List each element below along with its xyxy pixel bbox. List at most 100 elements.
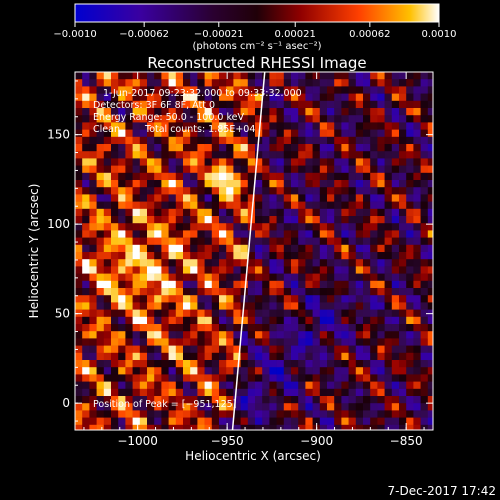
heatmap-cell bbox=[291, 309, 299, 318]
heatmap-cell bbox=[406, 208, 414, 217]
heatmap-cell bbox=[175, 345, 184, 354]
heatmap-cell bbox=[190, 144, 198, 152]
heatmap-cell bbox=[348, 338, 357, 346]
heatmap-cell bbox=[190, 259, 198, 267]
heatmap-cell bbox=[305, 194, 313, 202]
heatmap-cell bbox=[291, 216, 299, 224]
heatmap-cell bbox=[103, 194, 112, 202]
heatmap-cell bbox=[111, 165, 119, 174]
heatmap-cell bbox=[413, 86, 421, 94]
heatmap-cell bbox=[312, 252, 321, 260]
heatmap-cell bbox=[240, 388, 249, 397]
heatmap-cell bbox=[82, 259, 90, 267]
heatmap-cell bbox=[154, 223, 162, 231]
heatmap-cell bbox=[204, 309, 213, 318]
heatmap-cell bbox=[111, 122, 119, 130]
heatmap-cell bbox=[341, 396, 349, 404]
heatmap-cell bbox=[175, 216, 184, 224]
heatmap-cell bbox=[348, 374, 357, 382]
heatmap-cell bbox=[341, 302, 349, 310]
heatmap-cell bbox=[327, 144, 335, 152]
heatmap-cell bbox=[298, 151, 306, 159]
heatmap-cell bbox=[427, 295, 433, 303]
heatmap-cell bbox=[96, 187, 105, 195]
heatmap-cell bbox=[312, 396, 321, 404]
heatmap-cell bbox=[255, 72, 263, 80]
heatmap-cell bbox=[89, 93, 97, 102]
heatmap-cell bbox=[348, 403, 357, 411]
heatmap-cell bbox=[283, 244, 292, 253]
heatmap-cell bbox=[132, 252, 141, 260]
heatmap-cell bbox=[125, 108, 133, 116]
heatmap-cell bbox=[269, 115, 277, 123]
heatmap-cell bbox=[219, 331, 227, 339]
heatmap-cell bbox=[175, 331, 184, 339]
heatmap-cell bbox=[413, 151, 421, 159]
heatmap-cell bbox=[406, 396, 414, 404]
heatmap-cell bbox=[427, 180, 433, 188]
heatmap-cell bbox=[240, 172, 249, 181]
heatmap-cell bbox=[327, 151, 335, 159]
heatmap-cell bbox=[413, 388, 421, 397]
heatmap-cell bbox=[384, 180, 393, 188]
heatmap-cell bbox=[139, 288, 148, 296]
heatmap-cell bbox=[147, 86, 155, 94]
heatmap-cell bbox=[183, 172, 191, 181]
heatmap-cell bbox=[89, 158, 97, 166]
colorbar-tick-label: −0.0010 bbox=[53, 29, 96, 40]
heatmap-cell bbox=[348, 158, 357, 166]
heatmap-cell bbox=[139, 367, 148, 375]
heatmap-cell bbox=[190, 396, 198, 404]
heatmap-cell bbox=[384, 331, 393, 339]
heatmap-cell bbox=[420, 381, 429, 390]
heatmap-cell bbox=[219, 129, 227, 138]
heatmap-cell bbox=[118, 331, 126, 339]
heatmap-cell bbox=[204, 417, 213, 426]
heatmap-cell bbox=[139, 388, 148, 397]
heatmap-cell bbox=[161, 158, 169, 166]
heatmap-cell bbox=[147, 158, 155, 166]
heatmap-cell bbox=[154, 352, 162, 361]
heatmap-cell bbox=[341, 360, 349, 368]
heatmap-cell bbox=[204, 180, 213, 188]
heatmap-cell bbox=[305, 93, 313, 102]
heatmap-cell bbox=[255, 79, 263, 87]
heatmap-cell bbox=[161, 388, 169, 397]
heatmap-cell bbox=[75, 115, 83, 123]
heatmap-cell bbox=[197, 324, 205, 332]
heatmap-cell bbox=[348, 345, 357, 354]
heatmap-cell bbox=[211, 295, 220, 303]
heatmap-cell bbox=[204, 273, 213, 282]
heatmap-cell bbox=[175, 302, 184, 310]
heatmap-cell bbox=[175, 165, 184, 174]
heatmap-cell bbox=[262, 216, 270, 224]
heatmap-cell bbox=[96, 100, 105, 109]
heatmap-cell bbox=[103, 208, 112, 217]
heatmap-cell bbox=[168, 381, 177, 390]
heatmap-cell bbox=[262, 237, 270, 246]
heatmap-cell bbox=[269, 151, 277, 159]
heatmap-cell bbox=[341, 352, 349, 361]
heatmap-cell bbox=[355, 165, 364, 174]
heatmap-cell bbox=[420, 79, 429, 87]
heatmap-cell bbox=[341, 208, 349, 217]
heatmap-cell bbox=[399, 280, 407, 289]
heatmap-cell bbox=[305, 352, 313, 361]
heatmap-cell bbox=[377, 338, 385, 346]
heatmap-cell bbox=[355, 100, 364, 109]
heatmap-cell bbox=[132, 417, 141, 426]
heatmap-cell bbox=[240, 72, 249, 80]
heatmap-cell bbox=[370, 129, 378, 138]
heatmap-cell bbox=[363, 381, 371, 390]
heatmap-cell bbox=[132, 352, 141, 361]
heatmap-cell bbox=[89, 136, 97, 145]
heatmap-cell bbox=[391, 367, 400, 375]
heatmap-cell bbox=[233, 324, 241, 332]
heatmap-cell bbox=[247, 223, 256, 231]
heatmap-cell bbox=[82, 381, 90, 390]
heatmap-cell bbox=[247, 129, 256, 138]
heatmap-cell bbox=[197, 345, 205, 354]
heatmap-cell bbox=[312, 86, 321, 94]
heatmap-cell bbox=[355, 374, 364, 382]
heatmap-cell bbox=[276, 244, 285, 253]
